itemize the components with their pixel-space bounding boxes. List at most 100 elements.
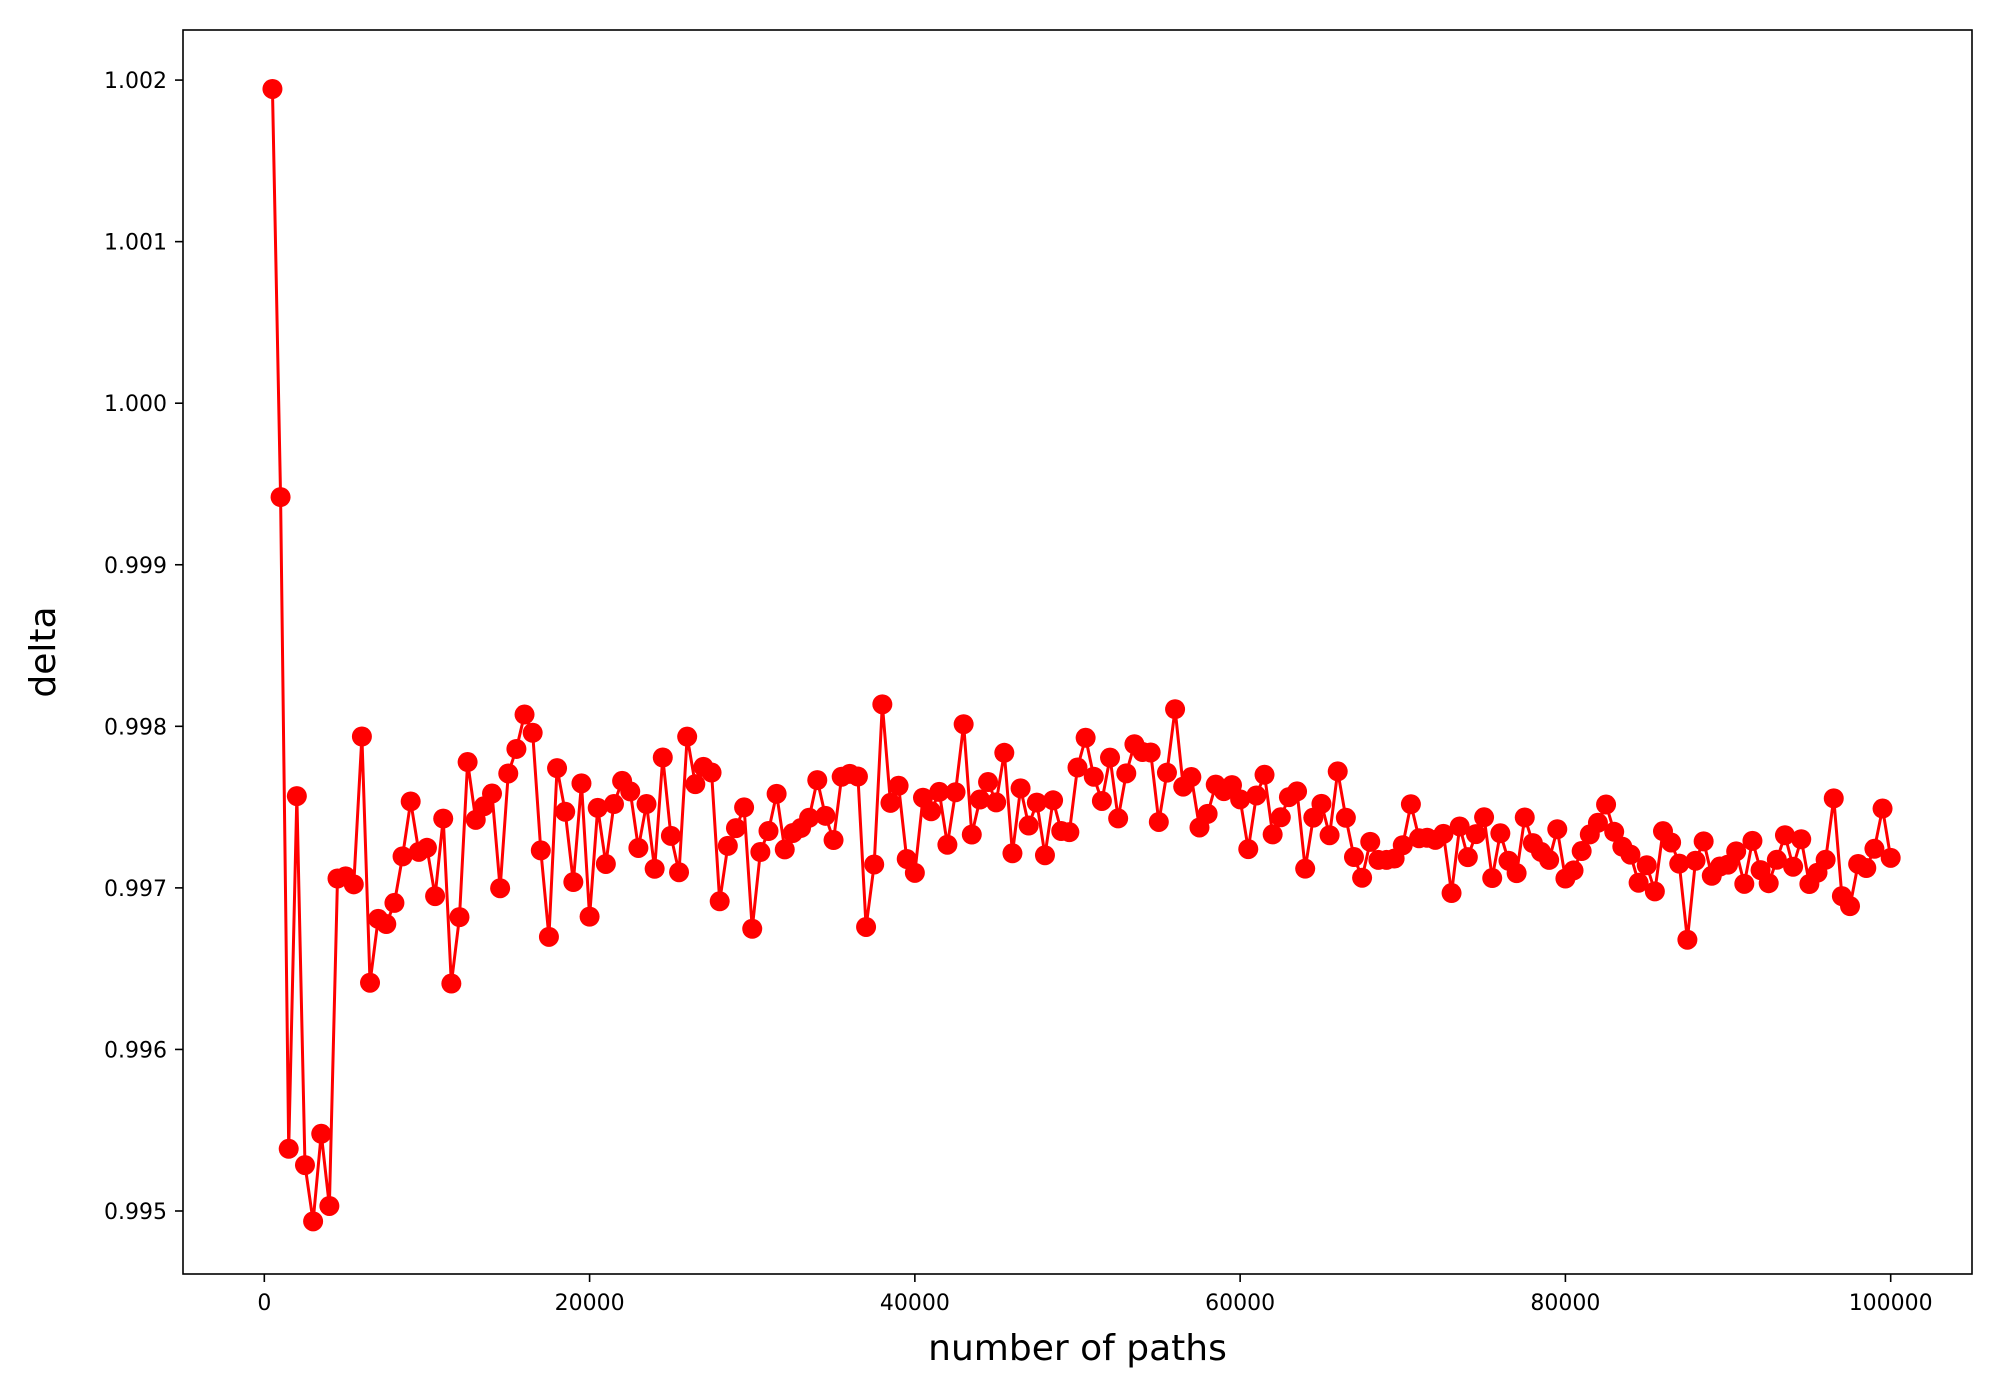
data-point — [416, 837, 437, 858]
data-point — [286, 786, 307, 807]
data-point — [945, 782, 966, 803]
data-point — [1774, 825, 1795, 846]
data-point — [1823, 788, 1844, 809]
data-point — [457, 752, 478, 773]
data-point — [1783, 856, 1804, 877]
data-point — [1864, 838, 1885, 859]
data-point — [1043, 790, 1064, 811]
data-point — [937, 834, 958, 855]
data-point — [1465, 824, 1486, 845]
data-point — [400, 791, 421, 812]
data-point — [1872, 798, 1893, 819]
data-point — [1075, 727, 1096, 748]
data-point — [587, 797, 608, 818]
data-point — [1693, 831, 1714, 852]
data-point — [701, 762, 722, 783]
data-point — [514, 704, 535, 725]
data-point — [1620, 844, 1641, 865]
y-axis-label: delta — [23, 606, 64, 697]
data-point — [1441, 883, 1462, 904]
data-point — [758, 821, 779, 842]
x-tick-label: 20000 — [555, 1291, 625, 1316]
data-point — [1100, 747, 1121, 768]
data-point — [1116, 763, 1137, 784]
data-point — [856, 916, 877, 937]
data-point — [522, 722, 543, 743]
y-tick-label: 1.002 — [104, 69, 167, 94]
data-point — [579, 906, 600, 927]
data-point — [555, 801, 576, 822]
data-point — [294, 1155, 315, 1176]
data-point — [807, 770, 828, 791]
x-tick-label: 60000 — [1205, 1291, 1275, 1316]
data-point — [482, 783, 503, 804]
data-point — [677, 726, 698, 747]
data-point — [1604, 821, 1625, 842]
data-point — [1140, 742, 1161, 763]
data-point — [563, 872, 584, 893]
data-point — [1596, 794, 1617, 815]
data-point — [1758, 873, 1779, 894]
data-point — [1026, 792, 1047, 813]
data-point — [360, 972, 381, 993]
x-axis: 0 20000 40000 60000 80000 100000 — [257, 1274, 1933, 1316]
data-point — [1587, 812, 1608, 833]
data-point — [1254, 764, 1275, 785]
x-tick-label: 40000 — [880, 1291, 950, 1316]
data-point — [595, 853, 616, 874]
data-point — [888, 775, 909, 796]
y-axis: 0.995 0.996 0.997 0.998 0.999 1.000 1.001 1.002 — [104, 69, 183, 1225]
data-point — [644, 858, 665, 879]
data-point — [498, 763, 519, 784]
data-point — [1571, 841, 1592, 862]
data-point — [1490, 823, 1511, 844]
data-point — [1238, 839, 1259, 860]
data-point — [506, 738, 527, 759]
data-point — [1474, 807, 1495, 828]
data-point — [921, 801, 942, 822]
data-point — [1742, 830, 1763, 851]
x-tick-label: 80000 — [1530, 1291, 1600, 1316]
y-tick-label: 0.999 — [104, 554, 167, 579]
data-point — [1360, 831, 1381, 852]
data-point — [750, 842, 771, 863]
data-point — [1457, 847, 1478, 868]
data-point — [799, 807, 820, 828]
data-point — [571, 773, 592, 794]
data-point — [1010, 778, 1031, 799]
data-point — [620, 781, 641, 802]
data-point — [872, 694, 893, 715]
data-point — [1108, 808, 1129, 829]
data-point — [1067, 757, 1088, 778]
data-point — [1181, 767, 1202, 788]
data-point — [1083, 766, 1104, 787]
data-point — [1002, 843, 1023, 864]
data-point — [1449, 816, 1470, 837]
data-point — [969, 789, 990, 810]
data-point — [636, 794, 657, 815]
data-point — [1791, 829, 1812, 850]
data-point — [1506, 863, 1527, 884]
data-point — [1644, 881, 1665, 902]
x-axis-label: number of paths — [928, 1328, 1227, 1369]
data-point — [652, 747, 673, 768]
data-point — [1856, 858, 1877, 878]
data-point — [725, 818, 746, 839]
data-point — [978, 772, 999, 793]
data-point — [1482, 868, 1503, 889]
data-point — [262, 78, 283, 99]
data-point — [319, 1195, 340, 1216]
data-point — [1726, 841, 1747, 862]
data-point — [1262, 824, 1283, 845]
data-point — [1335, 807, 1356, 828]
data-point — [685, 774, 706, 795]
data-point — [1287, 781, 1308, 802]
data-point — [1628, 872, 1649, 893]
data-point — [847, 766, 868, 787]
y-tick-label: 0.997 — [104, 877, 167, 902]
data-point — [351, 726, 372, 747]
data-point — [1295, 858, 1316, 879]
data-point — [1514, 807, 1535, 828]
